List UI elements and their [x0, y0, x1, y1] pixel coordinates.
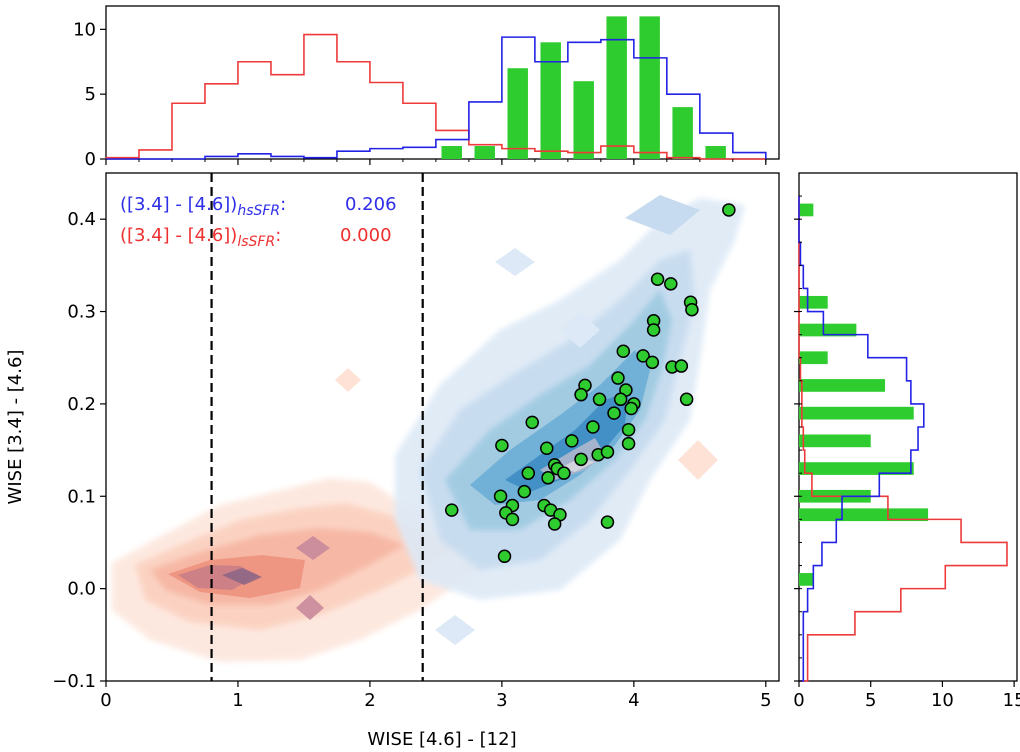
top-hist-green-bar — [573, 81, 594, 159]
scatter-point — [517, 484, 532, 499]
annotation-hssfr: ([3.4] - [4.6])hsSFR: 0.206 — [120, 194, 397, 219]
scatter-point — [650, 272, 665, 286]
scatter-point — [607, 406, 621, 420]
right-hist-green-bar — [799, 462, 914, 475]
top-histogram: 0 5 10 — [73, 5, 780, 170]
top-hist-yticks: 0 5 10 — [73, 19, 106, 170]
right-histogram: 0 5 10 15 — [793, 172, 1020, 711]
top-hist-green-bar — [672, 107, 693, 159]
x-tick-label: 3 — [496, 690, 507, 711]
top-hist-green-bar — [507, 68, 528, 159]
right-hist-xticks: 0 5 10 15 — [793, 681, 1020, 711]
x-tick-label: 5 — [760, 690, 771, 711]
scatter-point — [521, 466, 536, 480]
top-hist-green-bar — [540, 42, 561, 159]
y-tick-label: 0.3 — [67, 302, 96, 323]
main-yticks: −0.1 0.0 0.1 0.2 0.3 0.4 — [52, 209, 106, 692]
right-x-tick-label: 5 — [865, 690, 876, 711]
right-hist-yticks — [794, 195, 802, 682]
right-hist-frame — [798, 172, 1018, 682]
scatter-point — [539, 441, 554, 455]
scatter-point — [621, 436, 636, 451]
y-tick-label: 0.0 — [67, 579, 96, 600]
scatter-point — [444, 503, 459, 517]
right-hist-green-bar — [799, 508, 929, 522]
top-hist-red-step — [105, 33, 766, 160]
x-tick-label: 0 — [100, 690, 111, 711]
top-hist-green-bar — [639, 16, 660, 160]
scatter-point — [611, 371, 625, 385]
main-xticks: 0 1 2 3 4 5 — [100, 681, 772, 711]
scatter-point — [600, 445, 615, 459]
right-hist-green-bar — [799, 323, 857, 337]
scatter-point — [645, 355, 660, 370]
right-hist-green-bar — [799, 406, 914, 420]
y-tick-label: 0.2 — [67, 394, 96, 415]
dashed-lines — [210, 173, 424, 681]
right-hist-green-bar — [799, 295, 828, 309]
right-x-tick-label: 15 — [1003, 690, 1020, 711]
scatter-point — [565, 434, 579, 448]
x-tick-label: 4 — [628, 690, 639, 711]
top-y-tick-label: 5 — [85, 84, 96, 105]
scatter-point — [613, 392, 628, 407]
y-tick-label: 0.1 — [67, 486, 96, 507]
scatter-point — [541, 471, 555, 485]
top-y-tick-label: 0 — [85, 149, 96, 170]
scatter-point — [574, 387, 588, 402]
right-hist-blue-step — [798, 196, 925, 682]
green-points — [444, 203, 736, 564]
scatter-point — [600, 515, 615, 529]
blue-density-contours — [395, 195, 745, 645]
annotation-lssfr: ([3.4] - [4.6])lsSFR: 0.000 — [120, 225, 392, 250]
top-hist-green-bar — [441, 146, 462, 159]
scatter-point — [592, 392, 607, 407]
scatter-point — [505, 512, 520, 527]
right-hist-green-bar — [799, 434, 871, 448]
scatter-point — [674, 359, 689, 373]
right-x-tick-label: 10 — [931, 690, 954, 711]
x-tick-label: 1 — [232, 690, 243, 711]
top-hist-green-bar — [474, 146, 495, 159]
scatter-point — [525, 415, 539, 430]
y-tick-label: 0.4 — [67, 209, 96, 230]
scatter-point — [722, 203, 736, 217]
scatter-point — [624, 401, 638, 416]
top-hist-green-bar — [705, 146, 726, 159]
right-hist-green-bar — [799, 573, 814, 586]
scatter-point — [493, 489, 508, 504]
scatter-point — [679, 392, 694, 407]
top-hist-green-bars — [441, 16, 726, 160]
top-hist-xticks — [105, 159, 767, 165]
right-hist-green-bar — [799, 203, 814, 217]
scatter-point — [646, 323, 661, 337]
scatter-point — [497, 549, 512, 564]
top-hist-green-bar — [606, 16, 627, 160]
right-hist-green-bar — [799, 351, 828, 365]
x-tick-label: 2 — [364, 690, 375, 711]
right-hist-green-bar — [799, 379, 886, 392]
scatter-point — [664, 277, 678, 291]
main-frame — [105, 172, 780, 682]
red-density-contours — [112, 368, 718, 662]
scatter-point — [685, 302, 699, 317]
scatter-point — [547, 517, 562, 531]
scatter-point — [586, 420, 600, 434]
x-axis-label: WISE [4.6] - [12] — [367, 729, 516, 750]
top-y-tick-label: 10 — [73, 19, 96, 40]
right-x-tick-label: 0 — [793, 690, 804, 711]
scatter-point — [495, 438, 509, 453]
scatter-point — [574, 452, 588, 467]
y-axis-label: WISE [3.4] - [4.6] — [5, 350, 26, 505]
scatter-point — [616, 344, 631, 359]
y-tick-label: −0.1 — [52, 671, 96, 692]
scatter-point — [636, 349, 650, 363]
scatter-point — [621, 423, 636, 437]
main-panel: 0 1 2 3 4 5 −0.1 0.0 0.1 0.2 0.3 0.4 WISE [4.6] - … — [5, 172, 780, 750]
top-hist-blue-step — [106, 36, 767, 160]
scatter-point — [557, 466, 571, 480]
right-hist-red-step — [798, 196, 1008, 682]
